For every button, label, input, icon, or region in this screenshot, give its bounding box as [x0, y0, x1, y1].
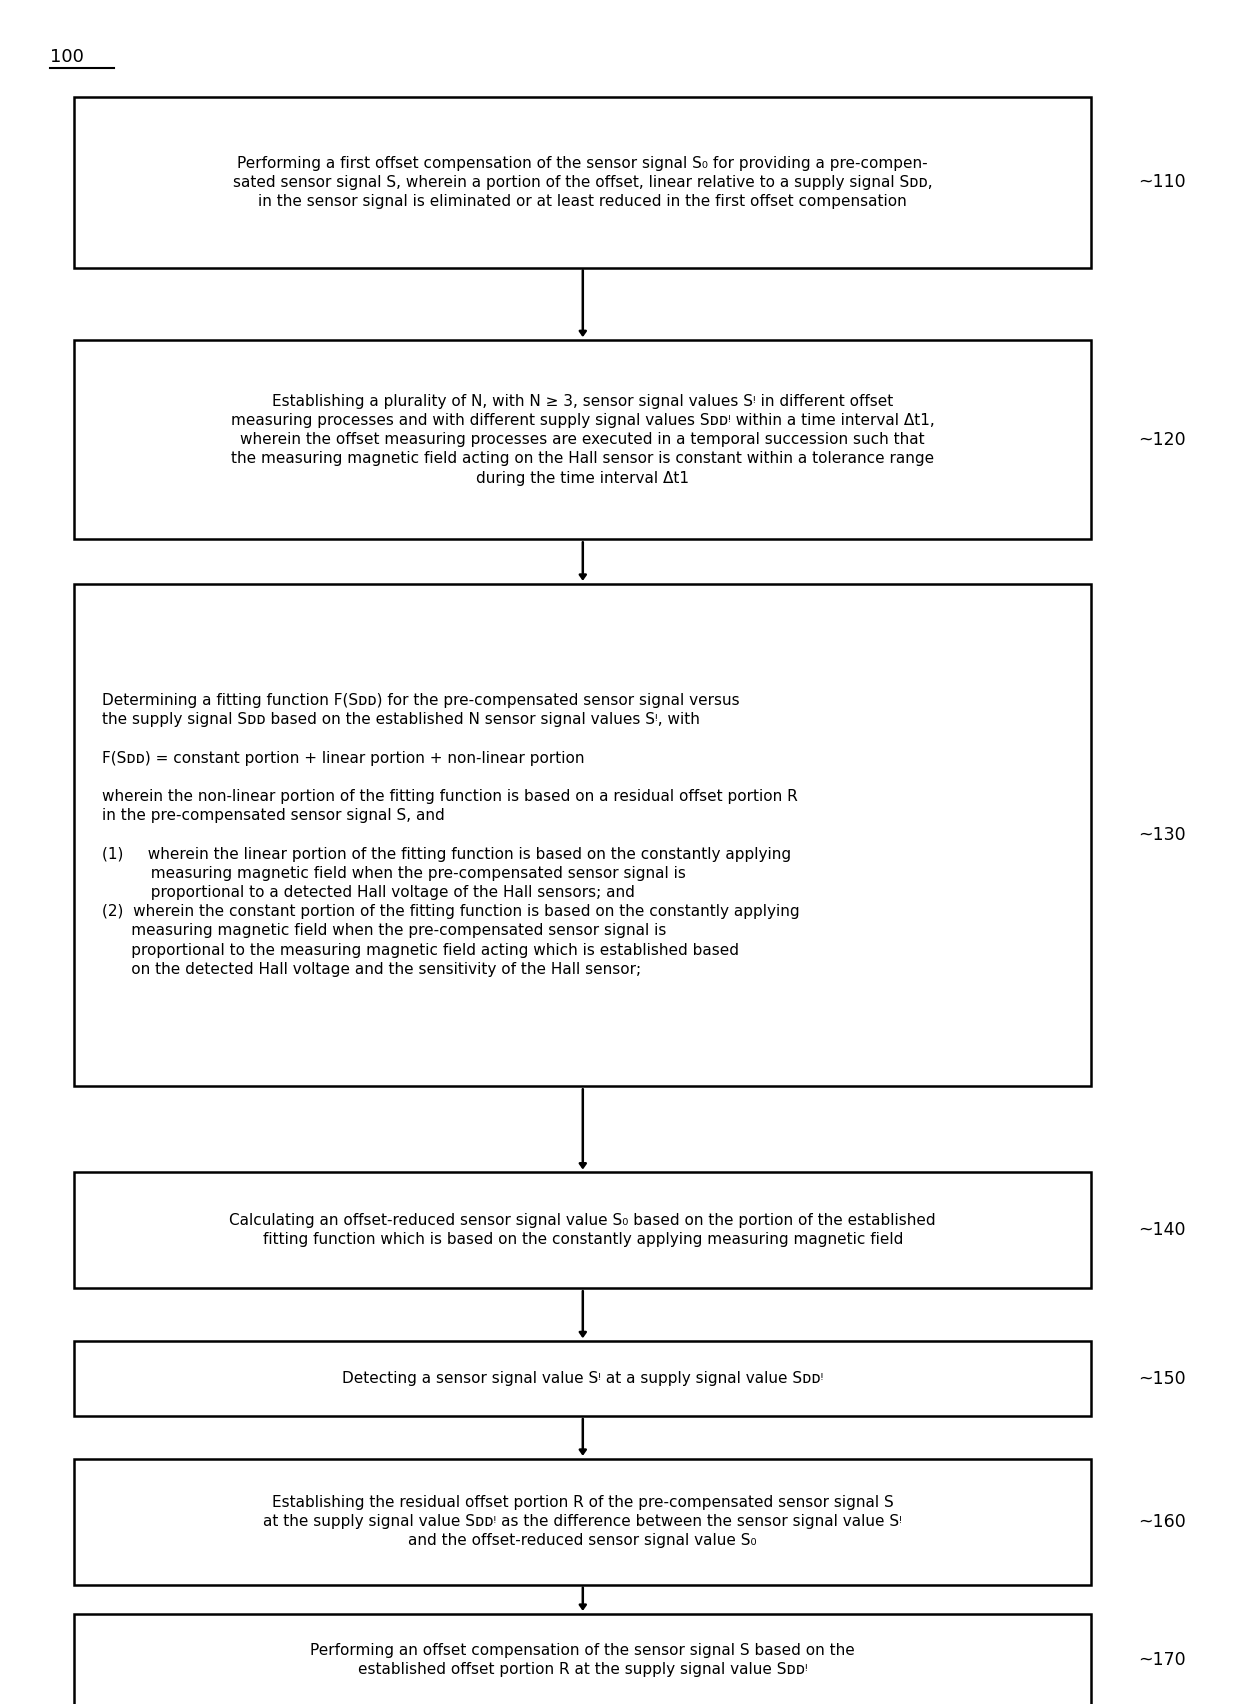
Text: Detecting a sensor signal value Sᵎ at a supply signal value Sᴅᴅᵎ: Detecting a sensor signal value Sᵎ at a …	[342, 1372, 823, 1385]
Text: Performing a first offset compensation of the sensor signal S₀ for providing a p: Performing a first offset compensation o…	[233, 155, 932, 210]
Text: ~140: ~140	[1138, 1222, 1185, 1239]
Bar	[74, 1341, 1091, 1416]
Text: ~120: ~120	[1138, 431, 1185, 448]
Bar	[74, 1614, 1091, 1704]
Bar	[74, 341, 1091, 538]
Text: ~110: ~110	[1138, 174, 1185, 191]
Text: Calculating an offset-reduced sensor signal value S₀ based on the portion of the: Calculating an offset-reduced sensor sig…	[229, 1213, 936, 1247]
Text: Determining a fitting function F(Sᴅᴅ) for the pre-compensated sensor signal vers: Determining a fitting function F(Sᴅᴅ) fo…	[102, 694, 800, 976]
Text: ~150: ~150	[1138, 1370, 1185, 1387]
Bar	[74, 583, 1091, 1087]
Text: ~130: ~130	[1138, 826, 1185, 843]
Text: ~170: ~170	[1138, 1651, 1185, 1668]
Bar	[74, 97, 1091, 268]
Bar	[74, 1172, 1091, 1288]
Text: Establishing the residual offset portion R of the pre-compensated sensor signal : Establishing the residual offset portion…	[263, 1494, 903, 1549]
Text: 100: 100	[50, 48, 83, 66]
Text: ~160: ~160	[1138, 1513, 1187, 1530]
Bar	[74, 1459, 1091, 1585]
Text: Establishing a plurality of N, with N ≥ 3, sensor signal values Sᵎ in different : Establishing a plurality of N, with N ≥ …	[231, 394, 935, 486]
Text: Performing an offset compensation of the sensor signal S based on the
establishe: Performing an offset compensation of the…	[310, 1643, 856, 1677]
